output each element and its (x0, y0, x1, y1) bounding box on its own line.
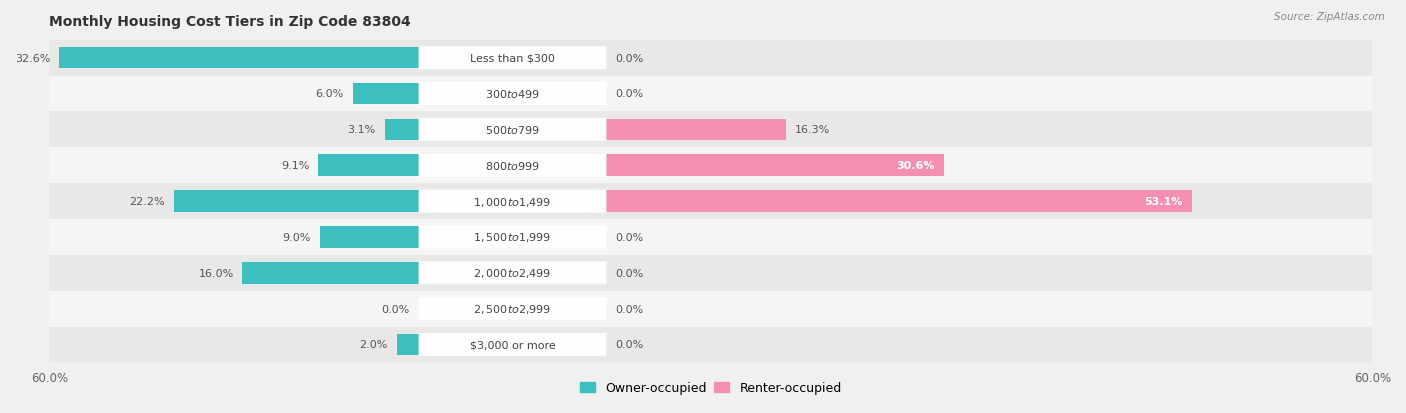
Text: 0.0%: 0.0% (614, 54, 644, 64)
Text: 32.6%: 32.6% (15, 54, 51, 64)
Text: 53.1%: 53.1% (1144, 197, 1182, 206)
Text: 9.0%: 9.0% (283, 233, 311, 242)
Text: $3,000 or more: $3,000 or more (470, 339, 555, 350)
FancyBboxPatch shape (419, 333, 606, 356)
Text: 3.1%: 3.1% (347, 125, 375, 135)
Text: 16.3%: 16.3% (794, 125, 830, 135)
Text: $1,000 to $1,499: $1,000 to $1,499 (474, 195, 551, 208)
Bar (385, 119, 419, 141)
Text: $500 to $799: $500 to $799 (485, 124, 540, 136)
Bar (49, 184, 1372, 219)
Bar (49, 255, 1372, 291)
Text: 6.0%: 6.0% (315, 89, 344, 99)
Text: 16.0%: 16.0% (198, 268, 233, 278)
Bar (242, 262, 419, 284)
Bar (49, 112, 1372, 148)
Bar (49, 291, 1372, 327)
Text: Source: ZipAtlas.com: Source: ZipAtlas.com (1274, 12, 1385, 22)
Bar (606, 119, 786, 141)
Text: 30.6%: 30.6% (896, 161, 935, 171)
Bar (174, 191, 419, 212)
Text: $2,500 to $2,999: $2,500 to $2,999 (474, 302, 551, 316)
FancyBboxPatch shape (419, 119, 606, 142)
Text: $800 to $999: $800 to $999 (485, 160, 540, 172)
Text: 2.0%: 2.0% (360, 339, 388, 350)
FancyBboxPatch shape (419, 262, 606, 285)
Text: 0.0%: 0.0% (614, 304, 644, 314)
Text: 0.0%: 0.0% (381, 304, 411, 314)
Text: 22.2%: 22.2% (129, 197, 166, 206)
Bar (49, 327, 1372, 363)
FancyBboxPatch shape (419, 297, 606, 320)
Bar (606, 191, 1192, 212)
Text: 9.1%: 9.1% (281, 161, 309, 171)
Text: Monthly Housing Cost Tiers in Zip Code 83804: Monthly Housing Cost Tiers in Zip Code 8… (49, 15, 411, 29)
Bar (353, 83, 419, 105)
Bar (319, 227, 419, 248)
Bar (49, 40, 1372, 76)
Text: $300 to $499: $300 to $499 (485, 88, 540, 100)
Legend: Owner-occupied, Renter-occupied: Owner-occupied, Renter-occupied (575, 376, 846, 399)
FancyBboxPatch shape (419, 83, 606, 106)
Text: 0.0%: 0.0% (614, 339, 644, 350)
Bar (49, 148, 1372, 184)
Bar (49, 76, 1372, 112)
Bar (49, 219, 1372, 255)
Bar (396, 334, 419, 355)
Text: Less than $300: Less than $300 (470, 54, 555, 64)
Text: 0.0%: 0.0% (614, 89, 644, 99)
Text: $1,500 to $1,999: $1,500 to $1,999 (474, 231, 551, 244)
Bar (319, 155, 419, 176)
Text: 0.0%: 0.0% (614, 233, 644, 242)
FancyBboxPatch shape (419, 226, 606, 249)
FancyBboxPatch shape (419, 47, 606, 70)
Text: $2,000 to $2,499: $2,000 to $2,499 (474, 267, 551, 280)
FancyBboxPatch shape (419, 154, 606, 177)
Bar (59, 48, 419, 69)
FancyBboxPatch shape (419, 190, 606, 213)
Bar (606, 155, 943, 176)
Text: 0.0%: 0.0% (614, 268, 644, 278)
